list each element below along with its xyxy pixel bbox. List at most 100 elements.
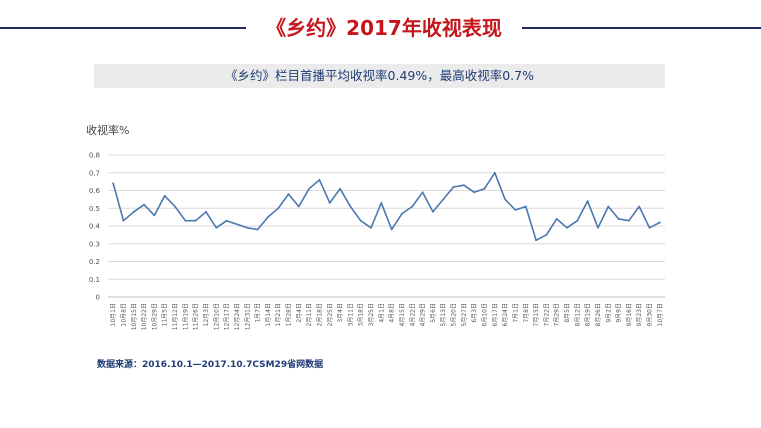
data-point xyxy=(194,219,197,222)
x-tick-label: 5月27日 xyxy=(461,303,468,326)
page-title: 《乡约》2017年收视表现 xyxy=(266,16,502,40)
y-tick-label: 0.2 xyxy=(89,258,100,266)
x-tick-label: 12月31日 xyxy=(244,303,251,330)
y-axis-label: 收视率% xyxy=(86,123,129,137)
x-tick-label: 4月1日 xyxy=(378,303,385,323)
data-point xyxy=(638,205,641,208)
data-point xyxy=(266,216,269,219)
y-tick-label: 0.8 xyxy=(89,152,100,160)
x-tick-label: 2月11日 xyxy=(306,303,313,326)
data-point xyxy=(627,219,630,222)
subtitle-band: 《乡约》栏目首播平均收视率0.49%，最高收视率0.7% xyxy=(94,64,665,88)
data-point xyxy=(236,223,238,226)
x-tick-label: 12月24日 xyxy=(234,303,241,330)
y-tick-label: 0.7 xyxy=(89,169,100,177)
x-tick-label: 3月11日 xyxy=(347,303,354,326)
x-tick-label: 5月20日 xyxy=(451,303,458,326)
data-point xyxy=(607,205,610,208)
data-point xyxy=(514,209,517,211)
data-point xyxy=(566,226,568,229)
data-point xyxy=(297,205,300,208)
data-point xyxy=(617,218,620,220)
data-point xyxy=(184,219,187,222)
data-point xyxy=(132,210,135,213)
x-tick-label: 1月14日 xyxy=(265,303,272,326)
data-point xyxy=(163,194,166,197)
data-point xyxy=(452,186,455,188)
x-tick-label: 6月3日 xyxy=(471,303,478,323)
x-tick-label: 9月2日 xyxy=(605,303,612,323)
data-point xyxy=(308,187,311,190)
data-point xyxy=(112,182,115,185)
x-tick-label: 10月8日 xyxy=(120,303,127,326)
x-tick-label: 6月17日 xyxy=(492,303,499,326)
series-line xyxy=(112,171,661,241)
data-point xyxy=(535,239,537,242)
data-point xyxy=(225,219,228,222)
data-point xyxy=(658,221,661,224)
x-tick-label: 1月7日 xyxy=(255,303,262,323)
data-point xyxy=(545,233,548,236)
data-point xyxy=(153,214,156,217)
x-tick-label: 1月21日 xyxy=(275,303,282,326)
data-point xyxy=(256,228,259,231)
data-point xyxy=(287,193,290,195)
data-point xyxy=(318,178,321,181)
x-tick-label: 12月3日 xyxy=(203,303,210,326)
x-tick-label: 3月18日 xyxy=(358,303,365,326)
x-tick-label: 10月15日 xyxy=(131,303,138,330)
y-tick-label: 0.6 xyxy=(89,187,101,195)
x-tick-label: 6月10日 xyxy=(481,303,488,326)
y-tick-label: 0.3 xyxy=(89,240,100,248)
data-point xyxy=(401,212,403,215)
x-tick-label: 11月19日 xyxy=(182,303,189,330)
x-tick-label: 3月25日 xyxy=(368,303,375,326)
data-point xyxy=(122,219,125,222)
data-point xyxy=(380,202,383,204)
x-tick-label: 2月25日 xyxy=(327,303,334,326)
data-point xyxy=(328,202,331,204)
data-point xyxy=(359,219,362,222)
x-tick-label: 8月5日 xyxy=(564,303,571,323)
data-point xyxy=(277,207,280,210)
x-tick-label: 8月12日 xyxy=(574,303,581,326)
x-tick-label: 10月1日 xyxy=(110,303,117,326)
x-tick-label: 8月19日 xyxy=(585,303,592,326)
x-tick-label: 10月29日 xyxy=(151,303,158,330)
data-point xyxy=(411,205,414,208)
data-point xyxy=(555,218,558,220)
source-note: 数据来源：2016.10.1—2017.10.7CSM29省网数据 xyxy=(97,360,324,370)
x-tick-label: 7月22日 xyxy=(543,303,550,326)
line-chart-svg: 收视率% 0 0.1 0.2 0.3 0.4 0.5 0.6 0.7 0.8 10月1日 10月8日 1… xyxy=(86,123,665,330)
y-tick-label: 0.4 xyxy=(89,223,101,231)
data-point xyxy=(493,171,496,174)
data-point xyxy=(174,205,176,208)
title-divider-right xyxy=(522,27,761,29)
x-tick-label: 10月22日 xyxy=(141,303,148,330)
x-tick-label: 11月5日 xyxy=(162,303,169,326)
x-tick-label: 8月26日 xyxy=(595,303,602,326)
data-point xyxy=(473,191,476,194)
data-point xyxy=(597,226,599,229)
data-point xyxy=(370,226,372,229)
data-point xyxy=(524,205,527,208)
x-tick-label: 3月4日 xyxy=(337,303,344,323)
data-point xyxy=(576,219,579,222)
x-tick-label: 5月6日 xyxy=(430,303,437,323)
data-point xyxy=(339,187,341,190)
data-point xyxy=(648,226,651,229)
subtitle: 《乡约》栏目首播平均收视率0.49%，最高收视率0.7% xyxy=(225,68,534,83)
x-tick-label: 2月4日 xyxy=(296,303,303,323)
x-tick-label: 7月29日 xyxy=(554,303,561,326)
x-tick-label: 9月23日 xyxy=(636,303,643,326)
title-divider-left xyxy=(0,27,246,29)
x-tick-label: 4月29日 xyxy=(420,303,427,326)
data-point xyxy=(432,210,434,213)
x-tick-label: 4月8日 xyxy=(389,303,396,323)
x-tick-label: 4月22日 xyxy=(409,303,416,326)
data-point xyxy=(246,226,249,229)
data-point xyxy=(215,226,218,229)
data-point xyxy=(143,203,146,206)
x-tick-label: 9月16日 xyxy=(626,303,633,326)
data-point xyxy=(349,205,352,208)
